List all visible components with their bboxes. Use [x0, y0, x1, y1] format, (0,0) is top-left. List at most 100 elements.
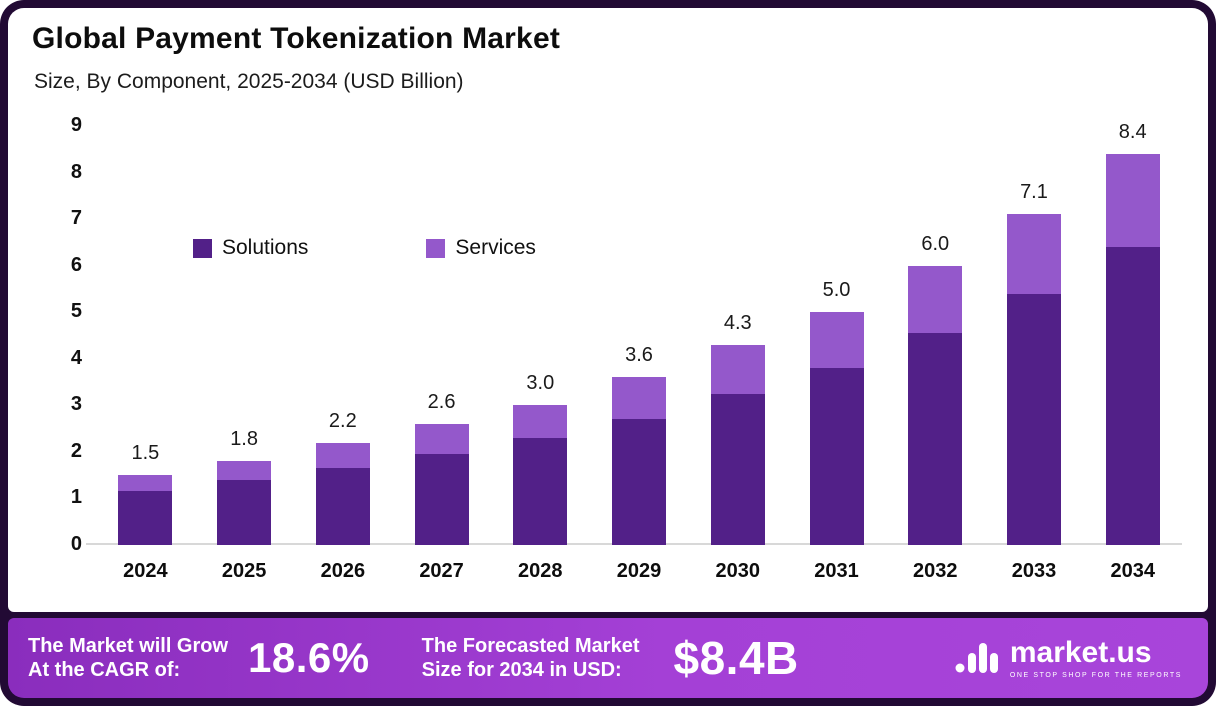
- y-axis: 0 1 2 3 4 5 6 7 8 9: [38, 114, 82, 555]
- bar-total-label: 5.0: [822, 279, 851, 302]
- chart-title: Global Payment Tokenization Market: [32, 22, 561, 55]
- bar-total-label: 2.6: [427, 390, 456, 413]
- stacked-bar-2032: [908, 265, 963, 545]
- bar-segment-services: [315, 442, 370, 469]
- x-axis-labels: 2024 2025 2026 2027 2028 2029 2030 2031 2032 2033…: [96, 560, 1182, 583]
- bar-group-2034: 8.4: [1083, 121, 1182, 545]
- bar-total-label: 1.5: [131, 442, 160, 465]
- bar-segment-services: [513, 405, 568, 438]
- chart-legend: Solutions Services: [193, 236, 536, 260]
- bar-group-2028: 3.0: [491, 126, 590, 545]
- bar-segment-services: [1006, 214, 1061, 294]
- y-tick-label: 1: [70, 486, 82, 509]
- x-axis-label-2033: 2033: [1011, 560, 1057, 582]
- stacked-bar-2024: [118, 475, 173, 545]
- bar-group-2029: 3.6: [590, 126, 689, 545]
- chart-card: Global Payment Tokenization Market Size,…: [8, 8, 1208, 612]
- bar-total-label: 8.4: [1118, 120, 1147, 143]
- chart-subtitle: Size, By Component, 2025-2034 (USD Billi…: [34, 70, 464, 93]
- bar-segment-solutions: [217, 479, 272, 545]
- cagr-value: 18.6%: [248, 634, 370, 681]
- cagr-label-line2: At the CAGR of:: [28, 659, 181, 681]
- forecast-label-line1: The Forecasted Market: [421, 635, 640, 657]
- bar-total-label: 3.6: [625, 344, 653, 367]
- legend-label-services: Services: [455, 236, 536, 259]
- bar-group-2031: 5.0: [787, 126, 886, 545]
- x-axis-label-2026: 2026: [320, 560, 366, 582]
- bar-segment-solutions: [118, 491, 173, 545]
- x-axis-label-2028: 2028: [518, 560, 563, 582]
- bar-segment-services: [809, 312, 864, 369]
- bar-segment-solutions: [414, 454, 469, 545]
- bar-series: 1.5 1.8 2.2 2.6 3.0 3.6 4.3 5.0 6.0 7.1 8.4: [96, 121, 1182, 545]
- x-axis-label-2029: 2029: [616, 560, 662, 582]
- bar-segment-solutions: [809, 368, 864, 545]
- logo-tagline: ONE STOP SHOP FOR THE REPORTS: [1009, 671, 1182, 679]
- stacked-bar-2028: [513, 405, 568, 545]
- y-tick-label: 0: [70, 533, 82, 555]
- bar-total-label: 1.8: [230, 428, 258, 451]
- stacked-bar-2025: [217, 461, 272, 545]
- x-axis-label-2031: 2031: [814, 560, 859, 582]
- plot-area: 1.5 1.8 2.2 2.6 3.0 3.6 4.3 5.0 6.0 7.1 8.4: [86, 121, 1182, 545]
- y-tick-label: 4: [70, 346, 82, 369]
- cagr-label-line1: The Market will Grow: [28, 635, 229, 657]
- y-tick-label: 9: [70, 114, 82, 136]
- bar-segment-solutions: [1105, 247, 1160, 545]
- bar-segment-solutions: [908, 333, 963, 545]
- bar-segment-solutions: [710, 393, 765, 545]
- y-tick-label: 6: [70, 253, 82, 276]
- y-tick-label: 3: [70, 393, 82, 416]
- logo-text: market.us: [1009, 635, 1152, 669]
- forecast-value: $8.4B: [673, 632, 799, 684]
- services-swatch-icon: [426, 238, 446, 258]
- stacked-bar-2029: [612, 377, 667, 545]
- bar-segment-services: [414, 423, 469, 455]
- summary-banner: The Market will Grow At the CAGR of: 18.…: [8, 618, 1208, 698]
- x-axis-label-2027: 2027: [419, 560, 464, 582]
- bar-group-2026: 2.2: [293, 126, 392, 545]
- x-axis-label-2025: 2025: [221, 560, 267, 582]
- marketus-logo: market.us ONE STOP SHOP FOR THE REPORTS: [954, 635, 1182, 681]
- x-axis-label-2030: 2030: [715, 560, 761, 582]
- x-axis-label-2034: 2034: [1110, 560, 1155, 582]
- logo-text-block: market.us ONE STOP SHOP FOR THE REPORTS: [1009, 635, 1182, 679]
- bar-segment-services: [710, 344, 765, 394]
- bar-group-2024: 1.5: [96, 126, 195, 545]
- marketus-logo-icon: [955, 643, 998, 673]
- bar-segment-services: [908, 265, 963, 334]
- x-axis-label-2024: 2024: [123, 560, 168, 582]
- bar-group-2025: 1.8: [195, 126, 294, 545]
- solutions-swatch-icon: [193, 238, 212, 258]
- stacked-bar-2026: [315, 442, 370, 545]
- legend-item-solutions: Solutions: [193, 236, 308, 260]
- bar-segment-solutions: [315, 468, 370, 545]
- y-tick-label: 2: [70, 439, 82, 462]
- stacked-bar-2030: [710, 344, 765, 545]
- bar-total-label: 6.0: [921, 232, 950, 255]
- bar-segment-solutions: [612, 419, 667, 545]
- y-tick-label: 8: [70, 160, 82, 183]
- bar-segment-solutions: [1006, 293, 1061, 545]
- bar-group-2032: 6.0: [886, 126, 985, 545]
- forecast-label-line2: Size for 2034 in USD:: [421, 659, 622, 681]
- stacked-bar-2031: [809, 312, 864, 545]
- bar-group-2033: 7.1: [985, 126, 1084, 545]
- forecast-label: The Forecasted Market Size for 2034 in U…: [422, 634, 640, 682]
- bar-segment-solutions: [513, 437, 568, 545]
- bar-total-label: 7.1: [1020, 181, 1048, 204]
- legend-item-services: Services: [426, 236, 536, 260]
- bar-total-label: 2.2: [328, 409, 357, 432]
- bar-segment-services: [1105, 153, 1160, 248]
- stacked-bar-2027: [414, 423, 469, 545]
- bar-total-label: 4.3: [723, 311, 752, 334]
- y-tick-label: 7: [70, 207, 82, 230]
- y-tick-label: 5: [70, 300, 82, 323]
- bar-segment-services: [612, 377, 667, 420]
- x-axis-label-2032: 2032: [912, 560, 958, 582]
- bar-segment-services: [118, 475, 173, 492]
- stacked-bar-2033: [1006, 214, 1061, 545]
- legend-label-solutions: Solutions: [222, 236, 309, 259]
- stacked-bar-2034: [1105, 153, 1160, 545]
